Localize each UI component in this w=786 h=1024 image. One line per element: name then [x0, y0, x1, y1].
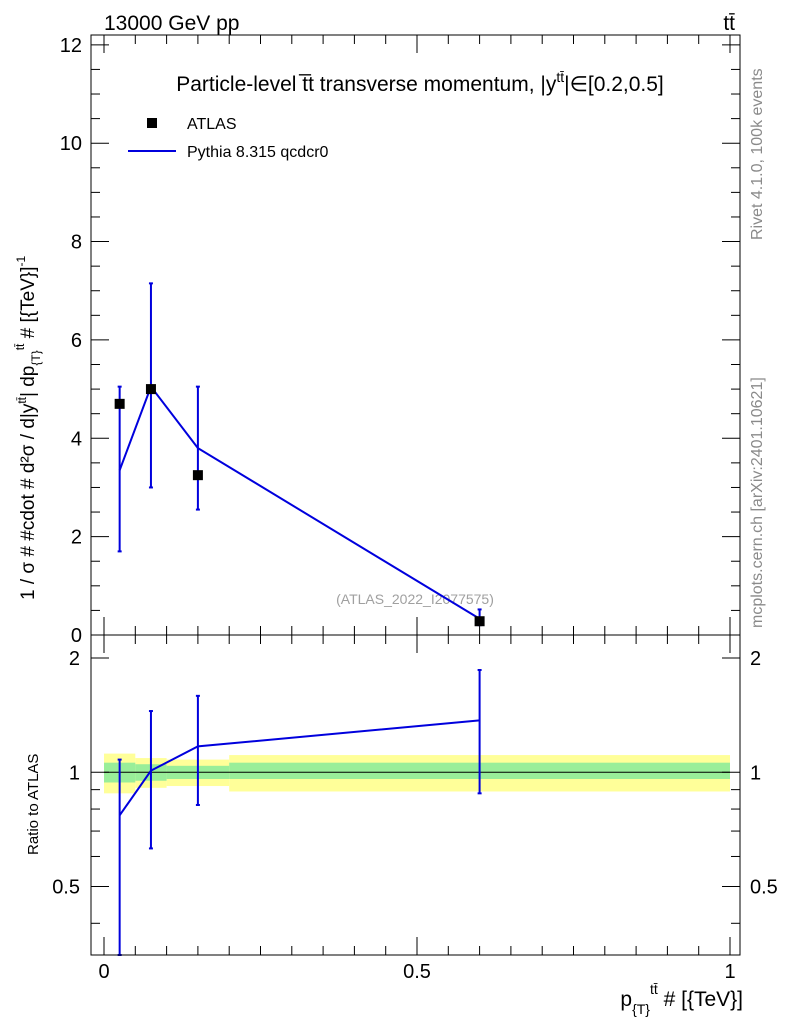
ratio-axis-ticks — [91, 635, 740, 955]
x-tick-label: 0.5 — [403, 961, 431, 983]
ratio-y-tick-label-left: 1 — [69, 762, 80, 784]
pythia-curve — [118, 384, 481, 620]
ylabel-sup-2: tt̄ — [13, 343, 27, 350]
ratio-panel: 0.5 0.51 12 2 Ratio to ATLAS 0 0.5 1 p{T}tt̄ … — [25, 634, 778, 1017]
ratio-y-tick-label-right: 1 — [750, 762, 761, 784]
atlas-data-point — [474, 616, 485, 627]
ylabel-sup-1: tt̄ — [15, 396, 29, 403]
atlas-data-point — [192, 470, 203, 481]
ratio-frame-outline — [90, 634, 741, 956]
header-energy: 13000 GeV pp — [104, 12, 239, 35]
ratio-y-axis-label: Ratio to ATLAS — [25, 754, 42, 855]
main-y-tick-label: 0 — [71, 625, 82, 647]
legend-pythia-label: Pythia 8.315 qcdcr0 — [187, 144, 329, 161]
atlas-data-point — [145, 384, 156, 395]
main-y-tick-label: 6 — [71, 330, 82, 352]
ratio-y-tick-label-left: 2 — [69, 648, 80, 670]
main-y-tick-labels: 0 2 4 6 8 10 12 — [60, 35, 82, 647]
ratio-y-tick-label-left: 0.5 — [52, 877, 80, 899]
main-y-axis-label: 1 / σ # #cdot # d²σ / d|ytt̄| dp{T}tt̄ #… — [13, 255, 43, 600]
legend-atlas-marker — [147, 118, 157, 128]
legend-atlas-label: ATLAS — [187, 116, 237, 133]
main-y-tick-label: 12 — [60, 35, 82, 57]
main-y-tick-label: 10 — [60, 133, 82, 155]
analysis-watermark: (ATLAS_2022_I2077575) — [336, 591, 494, 607]
ratio-y-tick-label-right: 2 — [750, 648, 761, 670]
plot-title: Particle-level t̅t transverse momentum, … — [176, 69, 664, 96]
x-tick-labels: 0 0.5 1 — [98, 961, 735, 983]
ratio-frame — [90, 634, 741, 956]
main-panel: 0 2 4 6 8 10 12 Particle-level t̅t transverse … — [13, 34, 741, 647]
x-tick-label: 1 — [724, 961, 735, 983]
header-process: tt̄ — [723, 12, 735, 35]
rivet-version-text: Rivet 4.1.0, 100k events — [749, 68, 766, 240]
main-y-tick-label: 2 — [71, 527, 82, 549]
main-frame — [90, 34, 741, 636]
main-data — [114, 282, 485, 627]
main-y-tick-label: 4 — [71, 428, 82, 450]
main-y-tick-label: 8 — [71, 232, 82, 254]
atlas-data-point — [114, 398, 125, 409]
ratio-y-tick-label-right: 0.5 — [750, 877, 778, 899]
ratio-pythia-curve — [118, 719, 480, 816]
ratio-y-tick-labels: 0.5 0.5 1 1 2 2 — [52, 648, 778, 898]
x-axis-label: p{T}tt̄ # [{TeV}] — [620, 981, 743, 1017]
x-tick-label: 0 — [98, 961, 109, 983]
mcplots-text: mcplots.cern.ch [arXiv:2401.10621] — [749, 377, 766, 628]
